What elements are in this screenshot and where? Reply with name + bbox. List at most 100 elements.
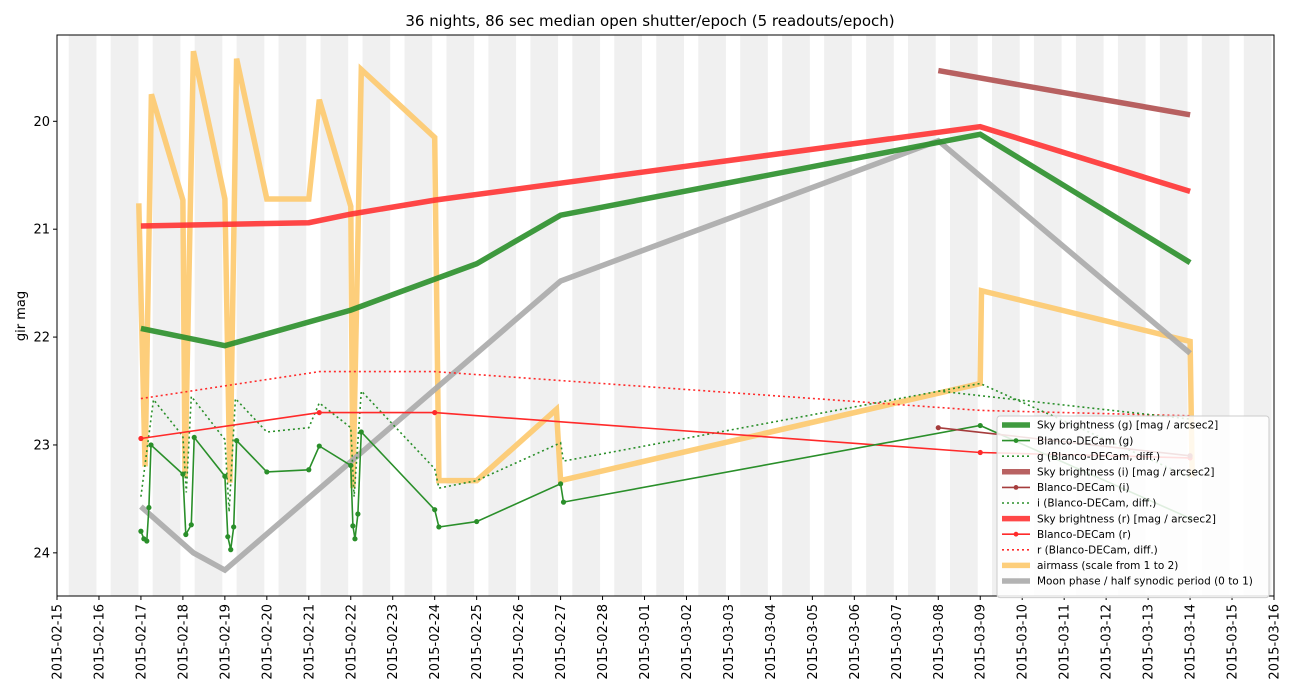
legend-marker bbox=[1013, 531, 1019, 537]
data-point bbox=[180, 471, 186, 477]
x-tick-label: 2015-03-08 bbox=[932, 604, 947, 680]
series-line bbox=[139, 137, 1192, 574]
legend-label: g (Blanco-DECam, diff.) bbox=[1037, 451, 1160, 463]
night-band bbox=[698, 35, 726, 596]
data-point bbox=[935, 425, 941, 431]
data-point bbox=[977, 422, 983, 429]
data-point bbox=[264, 469, 270, 475]
x-tick-label: 2015-03-13 bbox=[1142, 604, 1157, 680]
x-tick-label: 2015-02-27 bbox=[554, 604, 569, 680]
data-point bbox=[222, 473, 228, 479]
x-tick-label: 2015-03-06 bbox=[848, 604, 863, 680]
series-line bbox=[136, 50, 1195, 489]
data-point bbox=[348, 462, 354, 469]
night-band bbox=[110, 35, 139, 596]
x-tick-label: 2015-03-09 bbox=[974, 604, 989, 680]
series-lines bbox=[136, 50, 1195, 574]
data-point bbox=[432, 409, 438, 416]
night-band bbox=[908, 35, 936, 596]
x-tick-label: 2015-03-15 bbox=[1226, 604, 1241, 680]
legend-label: i (Blanco-DECam, diff.) bbox=[1037, 498, 1156, 510]
legend-marker bbox=[1013, 438, 1019, 443]
x-tick-label: 2015-02-19 bbox=[218, 604, 233, 680]
night-band bbox=[488, 35, 517, 596]
y-axis-label: gir mag bbox=[14, 291, 29, 341]
data-point bbox=[144, 538, 150, 544]
legend-label: Blanco-DECam (r) bbox=[1037, 529, 1131, 541]
x-tick-label: 2015-03-04 bbox=[764, 604, 779, 680]
data-point bbox=[188, 522, 194, 528]
x-tick-label: 2015-03-03 bbox=[722, 604, 737, 680]
night-band bbox=[68, 35, 97, 596]
data-point bbox=[432, 507, 438, 513]
night-band bbox=[614, 35, 642, 596]
data-point bbox=[977, 449, 983, 456]
data-point bbox=[350, 523, 356, 529]
x-tick-label: 2015-03-05 bbox=[806, 604, 821, 680]
data-point bbox=[560, 499, 567, 505]
data-point bbox=[358, 429, 364, 435]
night-band bbox=[152, 35, 181, 596]
y-axis: 20 21 22 23 24 bbox=[33, 115, 57, 561]
legend-marker bbox=[1013, 485, 1019, 490]
data-point bbox=[557, 481, 564, 487]
legend-label: Sky brightness (r) [mag / arcsec2] bbox=[1037, 513, 1216, 525]
x-tick-label: 2015-02-21 bbox=[302, 604, 317, 680]
y-tick-label: 23 bbox=[33, 438, 50, 453]
legend: Sky brightness (g) [mag / arcsec2] Blanco… bbox=[996, 415, 1270, 599]
legend-label: Blanco-DECam (i) bbox=[1037, 482, 1130, 494]
night-band bbox=[572, 35, 601, 596]
legend-box bbox=[996, 415, 1270, 599]
x-tick-label: 2015-02-16 bbox=[92, 604, 107, 680]
night-band bbox=[740, 35, 768, 596]
night-bands bbox=[68, 35, 1272, 596]
data-point bbox=[138, 528, 144, 534]
night-band bbox=[782, 35, 810, 596]
plot-frame bbox=[56, 34, 1275, 597]
data-point bbox=[352, 536, 358, 542]
night-band bbox=[866, 35, 894, 596]
x-tick-label: 2015-02-23 bbox=[386, 604, 401, 680]
night-band bbox=[446, 35, 475, 596]
data-point bbox=[306, 467, 312, 473]
y-tick-label: 24 bbox=[33, 546, 50, 561]
series-line bbox=[140, 123, 1191, 229]
x-tick-label: 2015-03-11 bbox=[1058, 604, 1073, 680]
y-tick-label: 22 bbox=[33, 331, 50, 346]
data-point bbox=[146, 504, 152, 511]
chart-title: 36 nights, 86 sec median open shutter/ep… bbox=[405, 12, 894, 30]
data-point bbox=[148, 442, 154, 448]
data-point bbox=[138, 435, 144, 442]
legend-label: Moon phase / half synodic period (0 to 1… bbox=[1037, 576, 1253, 588]
data-point bbox=[436, 524, 442, 530]
y-tick-label: 21 bbox=[33, 223, 50, 238]
legend-label: Sky brightness (i) [mag / arcsec2] bbox=[1037, 467, 1215, 479]
data-point bbox=[316, 409, 322, 416]
night-band bbox=[530, 35, 559, 596]
data-point bbox=[183, 531, 189, 538]
night-band bbox=[950, 35, 978, 596]
x-tick-label: 2015-02-28 bbox=[596, 604, 611, 680]
legend-label: r (Blanco-DECam, diff.) bbox=[1037, 545, 1158, 557]
x-tick-label: 2015-03-01 bbox=[638, 604, 653, 680]
data-point bbox=[191, 434, 197, 441]
x-tick-label: 2015-03-10 bbox=[1016, 604, 1031, 680]
data-point bbox=[234, 438, 240, 444]
series-line bbox=[938, 390, 1191, 420]
legend-label: Blanco-DECam (g) bbox=[1037, 435, 1133, 447]
x-tick-label: 2015-03-02 bbox=[680, 604, 695, 680]
data-point bbox=[231, 524, 237, 530]
series-line bbox=[937, 67, 1191, 118]
x-tick-label: 2015-03-07 bbox=[890, 604, 905, 680]
x-tick-label: 2015-02-22 bbox=[344, 604, 359, 680]
x-tick-label: 2015-02-17 bbox=[134, 604, 149, 680]
x-tick-label: 2015-03-14 bbox=[1184, 604, 1199, 680]
series-line bbox=[140, 131, 1192, 349]
legend-label: airmass (scale from 1 to 2) bbox=[1037, 560, 1178, 572]
night-band bbox=[824, 35, 852, 596]
x-tick-label: 2015-02-26 bbox=[512, 604, 527, 680]
legend-label: Sky brightness (g) [mag / arcsec2] bbox=[1037, 420, 1218, 432]
x-tick-label: 2015-03-16 bbox=[1268, 604, 1283, 680]
series-line bbox=[140, 370, 1191, 417]
